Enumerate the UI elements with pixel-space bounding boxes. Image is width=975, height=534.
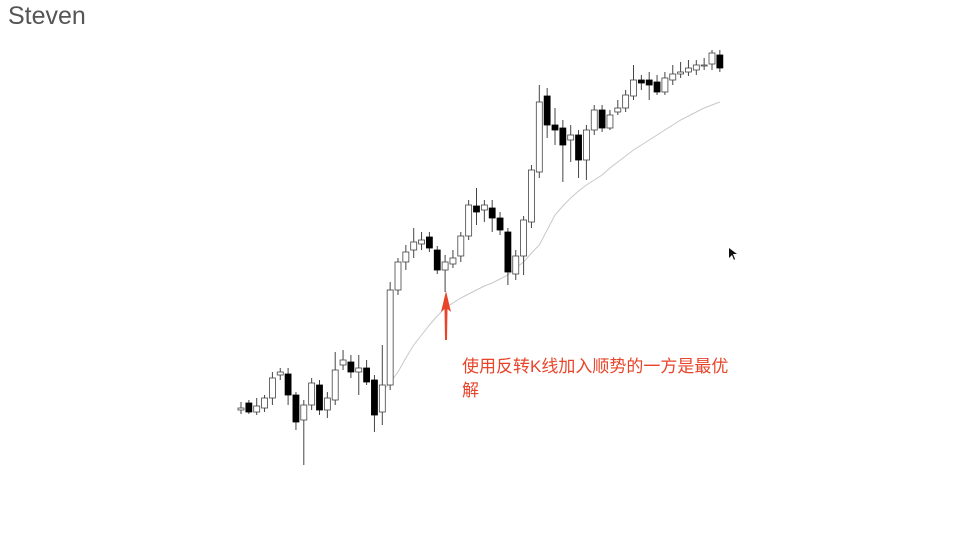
- candle-body: [323, 397, 331, 411]
- author: Steven: [8, 2, 86, 30]
- candle-body: [394, 261, 402, 291]
- candle-body: [535, 101, 543, 173]
- annotation: 使用反转K线加入顺势的一方是最优解: [462, 357, 729, 400]
- candle-body: [496, 217, 504, 231]
- candle-body: [512, 255, 520, 275]
- candle-body: [708, 52, 716, 65]
- candle-body: [645, 79, 653, 86]
- candle-body: [692, 64, 700, 71]
- candle-body: [669, 73, 677, 81]
- candle-body: [316, 384, 323, 411]
- candle-body: [700, 64, 708, 67]
- candle-body: [331, 369, 339, 401]
- candle-body: [441, 261, 449, 271]
- annotation-arrow: [441, 291, 451, 340]
- candle-body: [575, 134, 582, 161]
- candle-body: [339, 359, 347, 366]
- candle-body: [551, 124, 559, 131]
- candle-body: [583, 129, 590, 161]
- candle-body: [418, 239, 425, 245]
- candle-body: [598, 109, 606, 129]
- candle-body: [504, 231, 512, 273]
- candle-body: [433, 249, 441, 271]
- candle-body: [543, 95, 551, 126]
- candle-body: [410, 241, 418, 251]
- candle-body: [308, 382, 316, 406]
- candle-body: [653, 81, 661, 93]
- candle-body: [292, 394, 300, 423]
- candle-body: [590, 109, 598, 131]
- candle-body: [567, 134, 575, 141]
- candle-body: [386, 289, 394, 386]
- candle-body: [716, 54, 724, 69]
- candle-body: [237, 407, 245, 411]
- moving-average: [381, 101, 721, 393]
- candle-body: [261, 397, 268, 409]
- candle-body: [268, 377, 276, 399]
- candle-body: [614, 107, 622, 113]
- candle-body: [284, 373, 292, 396]
- candle-body: [457, 235, 465, 257]
- candle-body: [371, 379, 378, 416]
- candle-body: [559, 127, 567, 146]
- candle-body: [622, 94, 630, 109]
- candle-body: [276, 371, 284, 376]
- candle-body: [363, 367, 371, 383]
- candle-body: [488, 207, 496, 219]
- candle-body: [677, 71, 684, 75]
- candle-body: [449, 257, 457, 265]
- candle-body: [528, 169, 535, 223]
- candle-body: [402, 251, 410, 263]
- candle-body: [378, 384, 386, 413]
- candle-body: [480, 204, 488, 211]
- candle-body: [630, 79, 637, 97]
- candle-body: [473, 205, 480, 213]
- candle-body: [661, 77, 669, 93]
- candle-body: [245, 402, 253, 413]
- candle-body: [355, 367, 363, 373]
- candle-body: [637, 79, 645, 84]
- candle-body: [685, 67, 692, 73]
- candle-body: [253, 405, 261, 413]
- candle-body: [425, 236, 433, 249]
- candle-body: [465, 204, 473, 237]
- candle-body: [520, 219, 527, 257]
- candle-body: [300, 404, 308, 421]
- candle-body: [606, 114, 614, 129]
- candle-body: [347, 361, 355, 373]
- cursor: [729, 248, 737, 260]
